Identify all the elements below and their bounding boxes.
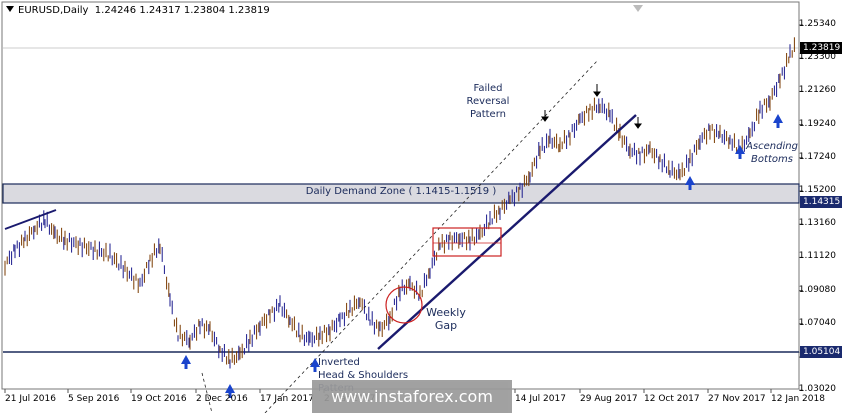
time-tick-label: 5 Sep 2016 (68, 394, 120, 404)
gap-circle (385, 286, 423, 324)
blue-up-arrows (181, 114, 783, 398)
time-tick-label: 17 Jan 2017 (260, 394, 314, 404)
time-tick-label: 21 Jul 2016 (5, 394, 56, 404)
failed-reversal-annotation: Failed Reversal Pattern (466, 83, 510, 120)
time-tick-label: 12 Oct 2017 (644, 394, 700, 404)
x-axis-ticks (4, 389, 772, 393)
dashed-line-left (201, 372, 213, 413)
price-tick-label: 1.21260 (798, 85, 836, 96)
ascending-bottoms-annotation: Ascending Bottoms (746, 141, 798, 165)
demand-zone-label: Daily Demand Zone ( 1.1415-1.1519 ) (305, 186, 497, 197)
symbol-dropdown-icon[interactable] (6, 6, 14, 12)
support-price-box: 1.05104 (800, 346, 842, 358)
time-tick-label: 14 Jul 2017 (515, 394, 566, 404)
time-tick-label: 27 Nov 2017 (708, 394, 766, 404)
channel-dashed-line (264, 59, 599, 413)
left-trendline (4, 209, 57, 230)
demand-zone-rect (2, 183, 800, 204)
watermark: www.instaforex.com (312, 380, 512, 413)
symbol-header: EURUSD,Daily 1.24246 1.24317 1.23804 1.2… (6, 5, 270, 16)
zone-price-box: 1.14315 (800, 196, 842, 208)
consolidation-rectangle (432, 227, 502, 257)
price-tick-label: 1.17240 (798, 151, 836, 162)
price-bars (4, 37, 795, 369)
symbol-name: EURUSD,Daily (18, 5, 89, 16)
price-tick-label: 1.15200 (798, 185, 836, 195)
price-tick-label: 1.09080 (798, 284, 836, 295)
shift-marker-icon (633, 5, 643, 12)
time-tick-label: 19 Oct 2016 (131, 394, 187, 404)
price-tick-label: 1.13160 (798, 218, 836, 229)
price-tick-label: 1.23300 (798, 52, 836, 63)
price-tick-label: 1.03020 (798, 384, 836, 395)
price-tick-label: 1.19240 (798, 118, 836, 129)
failed-reversal-arrows (541, 84, 642, 129)
current-price-box: 1.23819 (800, 42, 842, 54)
price-tick-label: 1.11120 (798, 251, 836, 262)
price-tick-label: 1.07040 (798, 317, 836, 328)
time-tick-label: 29 Aug 2017 (580, 394, 638, 404)
price-tick-label: 1.25340 (798, 19, 836, 29)
ohlc-values: 1.24246 1.24317 1.23804 1.23819 (94, 5, 270, 16)
y-axis-ticks (799, 24, 803, 391)
time-tick-label: 12 Jan 2018 (771, 394, 825, 404)
weekly-gap-annotation: Weekly Gap (426, 306, 466, 332)
time-tick-label: 2 Dec 2016 (196, 394, 248, 404)
